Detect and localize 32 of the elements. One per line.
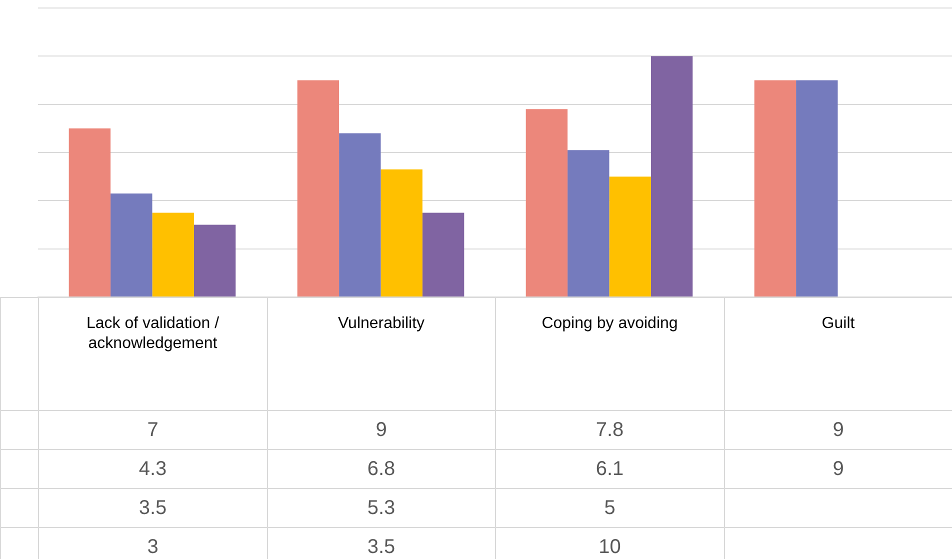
x-tick-label: Vulnerability (267, 298, 496, 410)
x-tick-label: Guilt (724, 298, 952, 410)
data-label: 5 (496, 488, 724, 528)
bar (650, 56, 693, 296)
bar (422, 212, 464, 296)
bar (339, 133, 381, 296)
data-label: 9 (724, 410, 952, 450)
bar (754, 80, 796, 296)
x-tick-label: Coping by avoiding (496, 298, 724, 410)
bar (796, 80, 838, 296)
bar (297, 80, 340, 296)
data-label: 7.8 (496, 410, 724, 450)
data-label: 3.5 (267, 528, 496, 559)
bar (68, 128, 111, 296)
data-label: 6.1 (496, 450, 724, 488)
bar (568, 150, 610, 296)
data-label: 5.3 (267, 488, 496, 528)
data-label: 3.5 (38, 488, 267, 528)
bar (526, 109, 568, 296)
bar (380, 169, 422, 296)
data-label: 7 (38, 410, 267, 450)
bar (152, 212, 194, 296)
bar (194, 224, 236, 296)
x-tick-label: Lack of validation / acknowledgement (38, 298, 267, 410)
bar (110, 193, 152, 296)
data-label: 3 (38, 528, 267, 559)
data-label: 9 (267, 410, 496, 450)
data-label: 4.3 (38, 450, 267, 488)
bar (609, 176, 651, 296)
data-label: 10 (496, 528, 724, 559)
data-label: 9 (724, 450, 952, 488)
data-label: 6.8 (267, 450, 496, 488)
